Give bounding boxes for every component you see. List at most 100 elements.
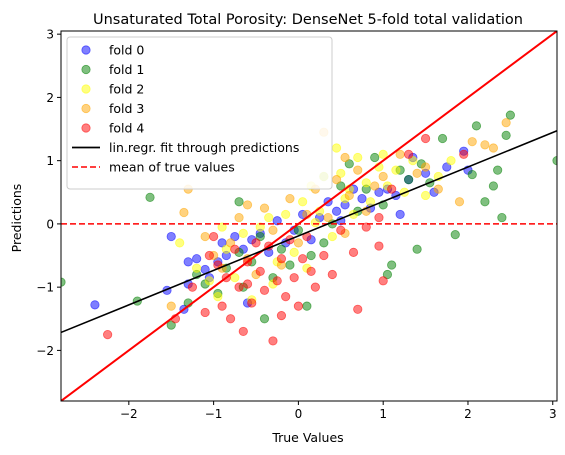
plot-area (61, 31, 557, 401)
fit-line (61, 130, 557, 334)
x-tick-label: 3 (549, 407, 557, 421)
data-point-fold-1 (467, 169, 477, 180)
data-point-fold-3 (488, 143, 499, 153)
data-point-fold-4 (281, 292, 291, 302)
data-point-fold-0 (357, 194, 367, 204)
data-point-fold-1 (497, 212, 507, 223)
data-point-fold-3 (370, 181, 380, 191)
data-point-fold-4 (242, 279, 253, 289)
data-point-fold-0 (230, 231, 240, 242)
data-point-fold-0 (442, 162, 452, 172)
data-point-fold-4 (353, 304, 363, 314)
data-point-fold-4 (200, 307, 210, 318)
data-point-fold-0 (90, 300, 100, 310)
data-point-fold-2 (255, 222, 265, 232)
data-point-fold-4 (103, 329, 113, 340)
data-point-fold-1 (505, 110, 515, 120)
data-point-fold-3 (225, 238, 236, 248)
data-point-fold-0 (374, 187, 384, 197)
data-point-fold-4 (276, 254, 287, 264)
x-tick-label: 0 (295, 407, 303, 421)
data-point-fold-4 (251, 238, 261, 248)
data-point-fold-3 (200, 231, 210, 242)
data-point-fold-4 (336, 225, 346, 235)
data-point-fold-4 (348, 247, 359, 257)
data-point-fold-1 (437, 133, 448, 144)
data-point-fold-4 (310, 282, 320, 292)
data-point-fold-0 (331, 206, 342, 216)
data-point-fold-3 (420, 162, 431, 172)
data-point-fold-4 (255, 266, 265, 276)
data-point-fold-1 (387, 260, 397, 270)
y-axis-label: Predictions (9, 184, 24, 253)
data-point-fold-2 (420, 190, 431, 201)
data-point-fold-4 (361, 222, 371, 232)
data-point-fold-1 (276, 244, 287, 254)
data-point-fold-4 (374, 241, 384, 251)
data-point-fold-1 (382, 269, 393, 280)
y-tick-label: 1 (46, 154, 54, 168)
data-point-fold-3 (331, 175, 342, 185)
y-tick-label: −1 (36, 281, 54, 295)
data-point-fold-1 (285, 260, 295, 270)
data-point-fold-2 (353, 152, 363, 163)
data-point-fold-1 (145, 192, 155, 202)
data-point-fold-1 (493, 165, 503, 175)
data-point-fold-2 (327, 231, 337, 242)
data-point-fold-4 (289, 273, 299, 283)
legend-label-fold-3: fold 3 (109, 101, 144, 116)
data-point-fold-3 (293, 238, 304, 248)
legend-label-fold-2: fold 2 (109, 82, 144, 97)
data-point-fold-4 (238, 326, 248, 337)
data-point-fold-3 (323, 212, 333, 223)
legend-label-fold-4: fold 4 (109, 121, 144, 136)
data-point-fold-4 (404, 149, 414, 159)
data-point-fold-2 (408, 156, 418, 166)
data-point-fold-1 (488, 181, 499, 191)
data-point-fold-1 (344, 159, 354, 169)
legend-marker-fold-1 (81, 64, 91, 75)
data-point-fold-3 (412, 168, 422, 178)
data-point-fold-4 (319, 250, 329, 261)
data-point-fold-3 (179, 207, 189, 218)
data-point-fold-1 (471, 121, 482, 131)
data-point-fold-1 (166, 320, 176, 330)
data-point-fold-3 (166, 301, 176, 311)
legend-box (66, 36, 333, 190)
data-point-fold-4 (259, 285, 270, 295)
data-point-fold-1 (501, 130, 511, 140)
data-point-fold-2 (289, 247, 299, 257)
data-point-fold-2 (264, 212, 274, 223)
data-point-fold-4 (293, 301, 304, 311)
data-point-fold-4 (276, 311, 287, 321)
data-point-fold-0 (192, 254, 202, 264)
legend: fold 0 fold 1 fold 2 fold 3 fold 4 lin.regr. … (66, 36, 333, 190)
data-point-fold-4 (225, 314, 236, 324)
data-point-fold-1 (480, 197, 490, 207)
data-point-fold-0 (395, 209, 405, 220)
data-point-fold-1 (234, 197, 244, 207)
data-point-fold-2 (361, 178, 371, 188)
x-tick-label: −2 (120, 407, 138, 421)
data-point-fold-2 (298, 197, 308, 207)
data-point-fold-4 (268, 336, 278, 346)
chart-title: Unsaturated Total Porosity: DenseNet 5-f… (93, 12, 523, 28)
data-point-fold-4 (298, 254, 308, 264)
data-point-fold-1 (61, 277, 66, 287)
data-point-fold-2 (213, 292, 223, 302)
data-point-fold-3 (285, 194, 295, 204)
legend-marker-fold-2 (81, 84, 91, 94)
data-point-fold-3 (268, 225, 278, 235)
data-point-fold-2 (310, 218, 320, 228)
data-point-fold-4 (459, 149, 469, 159)
legend-label-mean: mean of true values (109, 160, 235, 175)
data-point-fold-4 (217, 301, 227, 311)
data-point-fold-2 (217, 222, 227, 232)
data-point-fold-1 (404, 175, 414, 185)
data-point-fold-1 (412, 244, 422, 254)
data-point-fold-3 (480, 140, 490, 150)
data-point-fold-4 (247, 298, 257, 308)
data-point-fold-2 (204, 276, 214, 286)
data-point-fold-4 (306, 266, 316, 276)
